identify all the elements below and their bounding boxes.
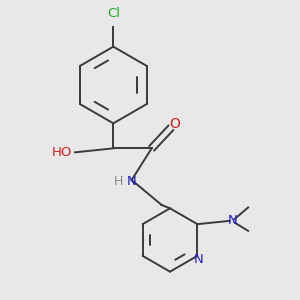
Text: N: N <box>127 175 136 188</box>
Text: N: N <box>194 253 203 266</box>
Text: O: O <box>169 117 180 131</box>
Text: Cl: Cl <box>107 7 120 20</box>
Text: N: N <box>227 214 237 227</box>
Text: HO: HO <box>51 146 72 159</box>
Text: H: H <box>114 175 123 188</box>
